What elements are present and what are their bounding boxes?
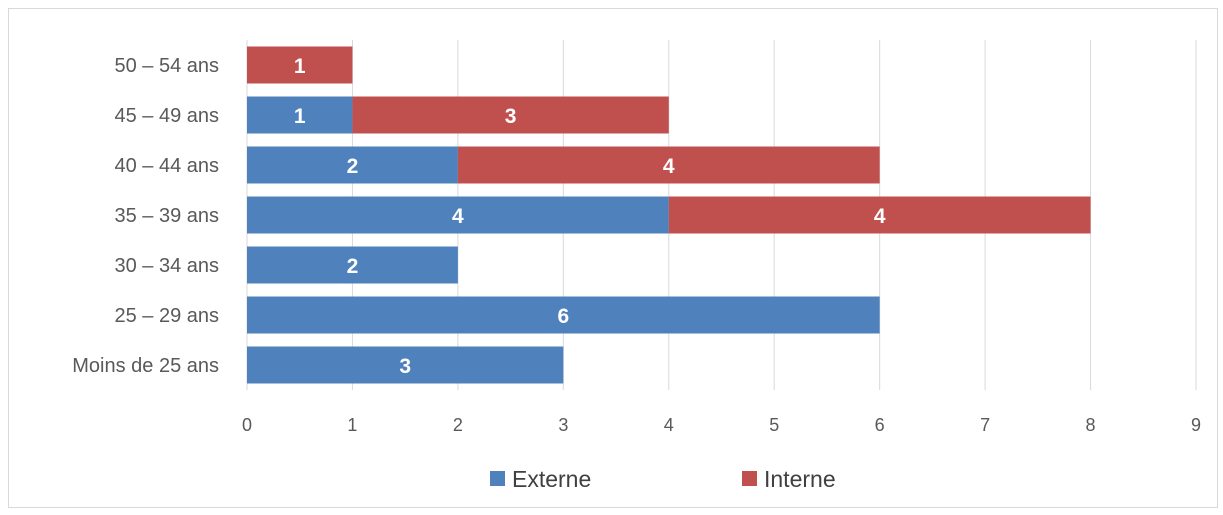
legend-swatch-externe xyxy=(490,471,505,486)
category-label: 40 – 44 ans xyxy=(114,155,219,177)
bar-interne xyxy=(668,196,1091,234)
category-label: 30 – 34 ans xyxy=(114,255,219,277)
category-label: 50 – 54 ans xyxy=(114,55,219,77)
data-label: 3 xyxy=(399,355,411,378)
data-label: 3 xyxy=(505,105,517,128)
bar-externe xyxy=(247,246,458,284)
x-tick-label: 3 xyxy=(558,415,568,435)
chart-frame xyxy=(8,8,1218,508)
x-tick-labels: 0 1 2 3 4 5 6 7 8 9 xyxy=(242,415,1201,435)
x-tick-label: 8 xyxy=(1086,415,1096,435)
legend-swatch-interne xyxy=(742,471,757,486)
category-label: Moins de 25 ans xyxy=(72,355,219,377)
bar-interne xyxy=(457,146,880,184)
data-label: 1 xyxy=(294,105,306,128)
category-labels: Moins de 25 ans 25 – 29 ans 30 – 34 ans 35 … xyxy=(72,55,219,377)
x-tick-label: 5 xyxy=(769,415,779,435)
x-tick-label: 2 xyxy=(453,415,463,435)
x-tick-label: 1 xyxy=(347,415,357,435)
data-label: 2 xyxy=(347,155,359,178)
legend-label-interne: Interne xyxy=(764,466,836,492)
bar-interne xyxy=(352,96,669,134)
x-tick-label: 4 xyxy=(664,415,674,435)
bar-externe xyxy=(247,196,669,234)
category-label: 35 – 39 ans xyxy=(114,205,219,227)
bar-externe xyxy=(247,146,458,184)
bars xyxy=(247,46,1091,384)
legend: Externe Interne xyxy=(490,466,836,492)
data-label: 4 xyxy=(663,155,675,178)
data-label: 1 xyxy=(294,55,306,78)
category-label: 25 – 29 ans xyxy=(114,305,219,327)
data-label: 2 xyxy=(347,255,359,278)
bar-externe xyxy=(247,346,564,384)
data-labels: 3 6 2 4 4 2 4 1 3 1 xyxy=(294,55,886,378)
x-tick-label: 7 xyxy=(980,415,990,435)
legend-label-externe: Externe xyxy=(512,466,591,492)
x-tick-label: 0 xyxy=(242,415,252,435)
data-label: 4 xyxy=(452,205,464,228)
bar-externe xyxy=(247,296,880,334)
bar-interne xyxy=(247,46,353,84)
x-tick-label: 9 xyxy=(1191,415,1201,435)
bar-externe xyxy=(247,96,353,134)
category-label: 45 – 49 ans xyxy=(114,105,219,127)
data-label: 6 xyxy=(557,305,569,328)
x-tick-label: 6 xyxy=(875,415,885,435)
data-label: 4 xyxy=(874,205,886,228)
